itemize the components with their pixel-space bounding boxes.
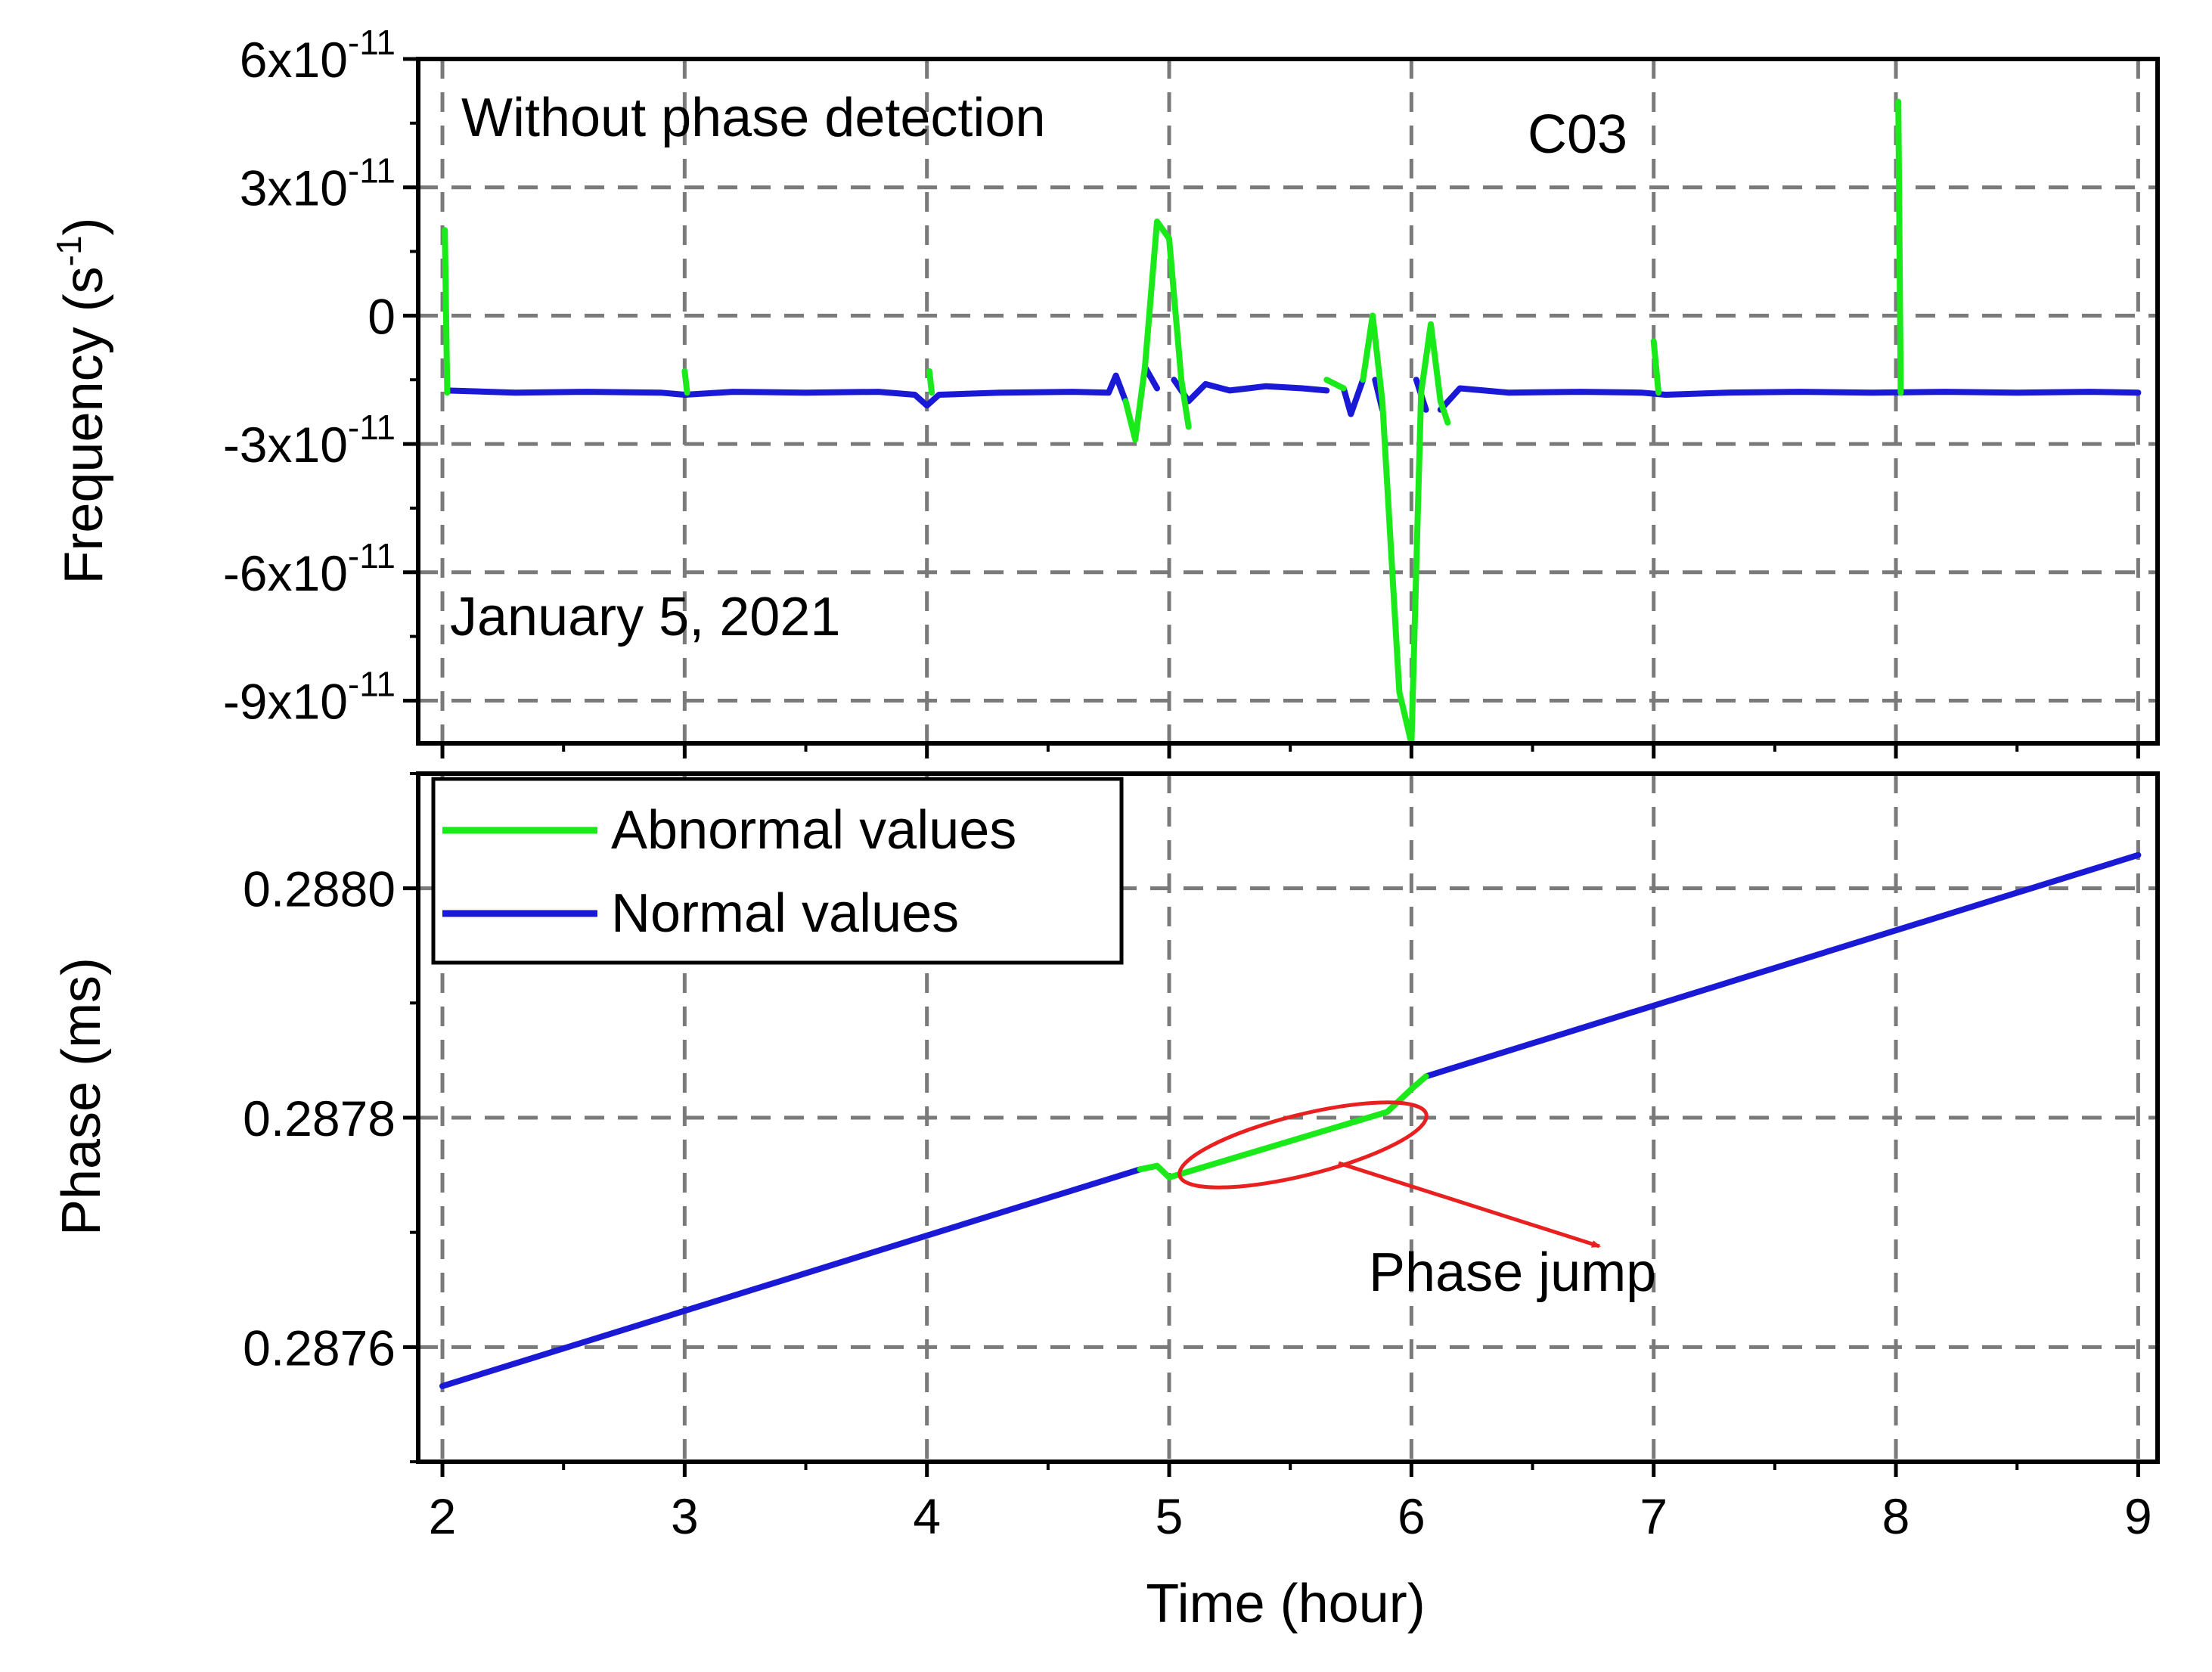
x-tick-label: 4 [913,1488,941,1544]
abnormal-values-line-segment [1122,218,1192,443]
normal-values-line-segment [1171,377,1330,405]
phase-x-ticks: 2 3 4 5 6 7 8 9 [429,1462,2152,1544]
x-tick-label: 8 [1882,1488,1910,1544]
normal-values-line-segment [1437,385,2142,413]
phase-jump-label: Phase jump [1369,1242,1656,1303]
frequency-axis-title-unit: (s [54,266,114,312]
frequency-axis-title-main: Frequency [54,327,114,584]
y-tick-mantissa: -9x10 [223,673,348,729]
y-tick-exponent: -11 [348,23,396,62]
y-tick-exponent: -11 [348,408,396,447]
phase-panel: 0.2876 0.2878 0.2880 2 3 4 5 6 7 8 9 Phase jump A… [51,771,2160,1634]
y-tick-exponent: -11 [348,536,396,575]
y-tick-label: -3x10-11 [223,408,396,473]
y-tick-mantissa: 6x10 [240,32,348,88]
date-annotation: January 5, 2021 [450,587,840,647]
frequency-plot-frame [416,57,2160,746]
abnormal-values-line-segment [1360,312,1451,743]
phase-jump-highlight-ellipse [1177,1100,1429,1190]
frequency-axis-title: Frequency (s-1) [49,217,114,584]
y-tick-label: -9x10-11 [223,664,396,729]
phase-axis-title: Phase (ms) [51,957,112,1236]
y-tick-exponent: -11 [348,664,396,703]
normal-values-line-segment [1340,377,1367,417]
y-tick-label: 3x10-11 [240,151,396,216]
method-annotation: Without phase detection [461,88,1046,148]
abnormal-values-line-segment [1895,98,1904,396]
abnormal-values-line-segment [681,368,690,396]
y-tick-exponent: -11 [348,151,396,191]
normal-values-line-segment [1422,852,2142,1080]
y-tick-label: 0 [368,288,396,344]
normal-values-line-segment [444,372,1129,409]
y-tick-mantissa: 3x10 [240,160,348,216]
x-tick-label: 3 [671,1488,699,1544]
legend-label-normal: Normal values [611,883,959,944]
x-tick-label: 7 [1640,1488,1668,1544]
abnormal-values-line-segment [1323,377,1347,392]
y-tick-label: 0.2878 [243,1090,396,1146]
legend: Abnormal values Normal values [431,777,1124,965]
frequency-axis-title-exp: -1 [49,235,88,266]
abnormal-values-line-segment [926,368,935,396]
phase-y-ticks: 0.2876 0.2878 0.2880 [243,861,418,1376]
y-tick-label: 6x10-11 [240,23,396,88]
x-tick-label: 6 [1398,1488,1426,1544]
frequency-series [442,98,2142,743]
normal-values-line-segment [439,1166,1143,1389]
phase-series [439,852,2142,1389]
abnormal-values-line-segment [1650,338,1662,396]
y-tick-mantissa: -6x10 [223,545,348,601]
satellite-annotation: C03 [1528,104,1627,165]
phase-jump-arrow [1338,1161,1601,1249]
y-tick-label: 0.2876 [243,1320,396,1376]
frequency-axis-title-close: ) [54,217,114,235]
frequency-x-ticks [440,743,2140,758]
y-tick-mantissa: 0 [368,288,396,344]
legend-box [431,777,1124,965]
time-axis-title: Time (hour) [1146,1574,1425,1634]
x-tick-label: 5 [1156,1488,1184,1544]
y-tick-mantissa: -3x10 [223,417,348,473]
x-tick-label: 2 [429,1488,457,1544]
frequency-panel: 6x10-113x10-110-3x10-11-6x10-11-9x10-11 … [49,23,2160,758]
abnormal-values-line-segment [1137,1073,1429,1180]
y-tick-label: 0.2880 [243,861,396,917]
abnormal-values-line-segment [442,227,451,396]
x-tick-label: 9 [2124,1488,2152,1544]
y-tick-label: -6x10-11 [223,536,396,601]
legend-label-abnormal: Abnormal values [611,800,1016,861]
